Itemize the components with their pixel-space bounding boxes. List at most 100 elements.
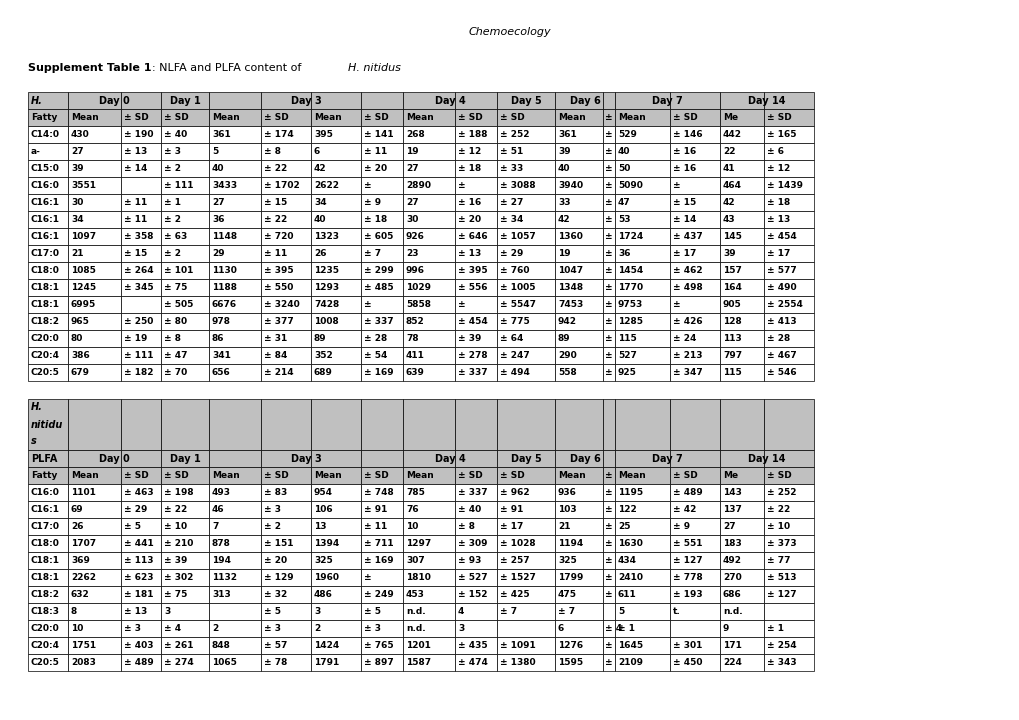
Bar [311, 296, 361, 313]
Bar [669, 296, 719, 313]
Bar [261, 450, 311, 467]
Text: Fatty: Fatty [31, 113, 57, 122]
Bar [554, 262, 602, 279]
Text: ± 711: ± 711 [364, 539, 393, 548]
Text: ±: ± [604, 471, 612, 480]
Bar [261, 364, 311, 381]
Text: 926: 926 [406, 232, 425, 241]
Text: ± 778: ± 778 [673, 573, 702, 582]
Text: ± 1028: ± 1028 [499, 539, 535, 548]
Text: 115: 115 [722, 368, 741, 377]
Bar [403, 364, 454, 381]
Text: 3: 3 [314, 607, 320, 616]
Text: Day 1: Day 1 [169, 96, 200, 106]
Bar [209, 399, 261, 450]
Text: t.: t. [673, 607, 680, 616]
Text: 689: 689 [314, 368, 332, 377]
Text: Mean: Mean [618, 113, 645, 122]
Bar [602, 501, 614, 518]
Bar [261, 484, 311, 501]
Bar [403, 586, 454, 603]
Bar [161, 535, 209, 552]
Bar [161, 603, 209, 620]
Text: 106: 106 [314, 505, 332, 514]
Text: ± SD: ± SD [164, 471, 189, 480]
Text: 978: 978 [212, 317, 230, 326]
Text: ± 12: ± 12 [766, 164, 790, 173]
Text: 361: 361 [557, 130, 576, 139]
Text: ± 3088: ± 3088 [499, 181, 535, 190]
Bar [261, 228, 311, 245]
Bar [68, 228, 121, 245]
Bar [209, 109, 261, 126]
Text: ± 13: ± 13 [124, 607, 147, 616]
Bar [454, 603, 496, 620]
Bar [763, 552, 813, 569]
Bar [602, 450, 614, 467]
Text: ± 188: ± 188 [458, 130, 487, 139]
Bar [602, 347, 614, 364]
Bar [121, 92, 161, 109]
Bar [719, 262, 763, 279]
Bar [209, 586, 261, 603]
Text: ±: ± [604, 658, 612, 667]
Text: ± 494: ± 494 [499, 368, 529, 377]
Text: ± 39: ± 39 [164, 556, 187, 565]
Bar [68, 330, 121, 347]
Text: 1810: 1810 [406, 573, 430, 582]
Text: ±: ± [604, 368, 612, 377]
Bar [554, 143, 602, 160]
Text: C18:0: C18:0 [31, 539, 60, 548]
Bar [669, 92, 719, 109]
Bar [261, 296, 311, 313]
Bar [669, 620, 719, 637]
Text: ± 24: ± 24 [673, 334, 696, 343]
Text: n.d.: n.d. [406, 607, 425, 616]
Text: ± 435: ± 435 [458, 641, 487, 650]
Bar [403, 313, 454, 330]
Text: 27: 27 [406, 198, 418, 207]
Text: 40: 40 [618, 147, 630, 156]
Bar [361, 450, 403, 467]
Bar [311, 569, 361, 586]
Bar [68, 245, 121, 262]
Bar [496, 518, 554, 535]
Bar [602, 109, 614, 126]
Bar [614, 518, 669, 535]
Text: C17:0: C17:0 [31, 249, 60, 258]
Bar [496, 467, 554, 484]
Bar [121, 484, 161, 501]
Bar [121, 637, 161, 654]
Text: ± 34: ± 34 [499, 215, 523, 224]
Text: 1235: 1235 [314, 266, 338, 275]
Text: ±: ± [604, 488, 612, 497]
Text: ± 75: ± 75 [164, 590, 187, 599]
Bar [669, 637, 719, 654]
Text: 5090: 5090 [618, 181, 642, 190]
Text: ± 343: ± 343 [766, 658, 796, 667]
Bar [261, 399, 311, 450]
Text: ± 577: ± 577 [766, 266, 796, 275]
Bar [454, 245, 496, 262]
Bar [719, 143, 763, 160]
Text: ± 345: ± 345 [124, 283, 154, 292]
Bar [614, 586, 669, 603]
Bar [496, 484, 554, 501]
Text: 76: 76 [406, 505, 418, 514]
Bar [68, 637, 121, 654]
Bar [209, 313, 261, 330]
Text: Mean: Mean [71, 471, 99, 480]
Text: ± 146: ± 146 [673, 130, 702, 139]
Text: ± SD: ± SD [124, 113, 149, 122]
Text: C18:3: C18:3 [31, 607, 60, 616]
Text: ± 454: ± 454 [458, 317, 487, 326]
Text: Day 14: Day 14 [748, 454, 785, 464]
Text: ±: ± [458, 181, 465, 190]
Bar [209, 569, 261, 586]
Text: ± 441: ± 441 [124, 539, 154, 548]
Text: ± SD: ± SD [264, 471, 288, 480]
Bar [496, 211, 554, 228]
Bar [602, 211, 614, 228]
Text: nitidu: nitidu [31, 420, 63, 430]
Text: ± 77: ± 77 [766, 556, 790, 565]
